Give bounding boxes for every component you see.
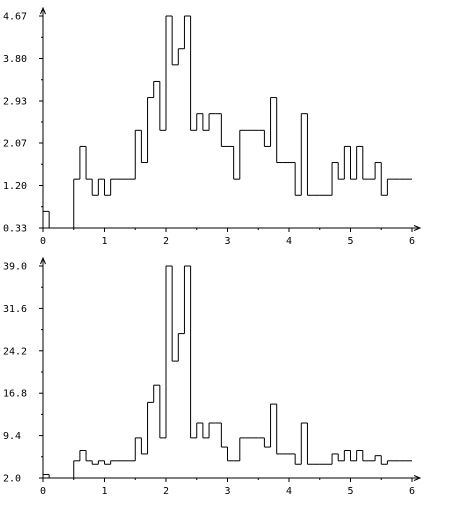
x-tick-label: 1 bbox=[101, 236, 107, 247]
x-tick-label: 0 bbox=[40, 486, 46, 497]
x-tick-label: 3 bbox=[224, 236, 230, 247]
y-tick-label: 2.0 bbox=[3, 474, 21, 485]
y-tick-label: 4.67 bbox=[3, 12, 27, 23]
y-tick-label: 3.80 bbox=[3, 54, 27, 65]
upper-histogram-panel: 0.33 1.20 2.07 2.93 3.80 4.67 0 1 2 3 4 5 6 bbox=[3, 6, 422, 247]
x-tick-label: 5 bbox=[347, 236, 353, 247]
x-tick-label: 6 bbox=[409, 236, 415, 247]
y-tick-label: 2.93 bbox=[3, 96, 27, 107]
y-tick-label: 1.20 bbox=[3, 181, 27, 192]
y-tick-label: 24.2 bbox=[3, 346, 27, 357]
y-tick-label: 39.0 bbox=[3, 262, 27, 273]
x-tick-label: 3 bbox=[224, 486, 230, 497]
y-axis-arrow bbox=[40, 6, 46, 15]
x-tick-label: 2 bbox=[163, 236, 169, 247]
x-tick-label: 0 bbox=[40, 236, 46, 247]
x-tick-label: 4 bbox=[286, 236, 292, 247]
x-tick-label: 1 bbox=[101, 486, 107, 497]
y-tick-label: 0.33 bbox=[3, 224, 27, 235]
y-axis-arrow bbox=[40, 256, 46, 265]
x-axis-arrow bbox=[413, 225, 422, 231]
x-axis-arrow bbox=[413, 475, 422, 481]
y-tick-label: 9.4 bbox=[3, 431, 21, 442]
y-tick-label: 2.07 bbox=[3, 139, 27, 150]
x-tick-label: 2 bbox=[163, 486, 169, 497]
x-tick-label: 5 bbox=[347, 486, 353, 497]
x-tick-label: 6 bbox=[409, 486, 415, 497]
y-tick-label: 31.6 bbox=[3, 304, 27, 315]
lower-histogram-panel: 2.0 9.4 16.8 24.2 31.6 39.0 0 1 2 3 4 5 6 bbox=[3, 256, 422, 497]
y-tick-label: 16.8 bbox=[3, 389, 27, 400]
x-tick-label: 4 bbox=[286, 486, 292, 497]
